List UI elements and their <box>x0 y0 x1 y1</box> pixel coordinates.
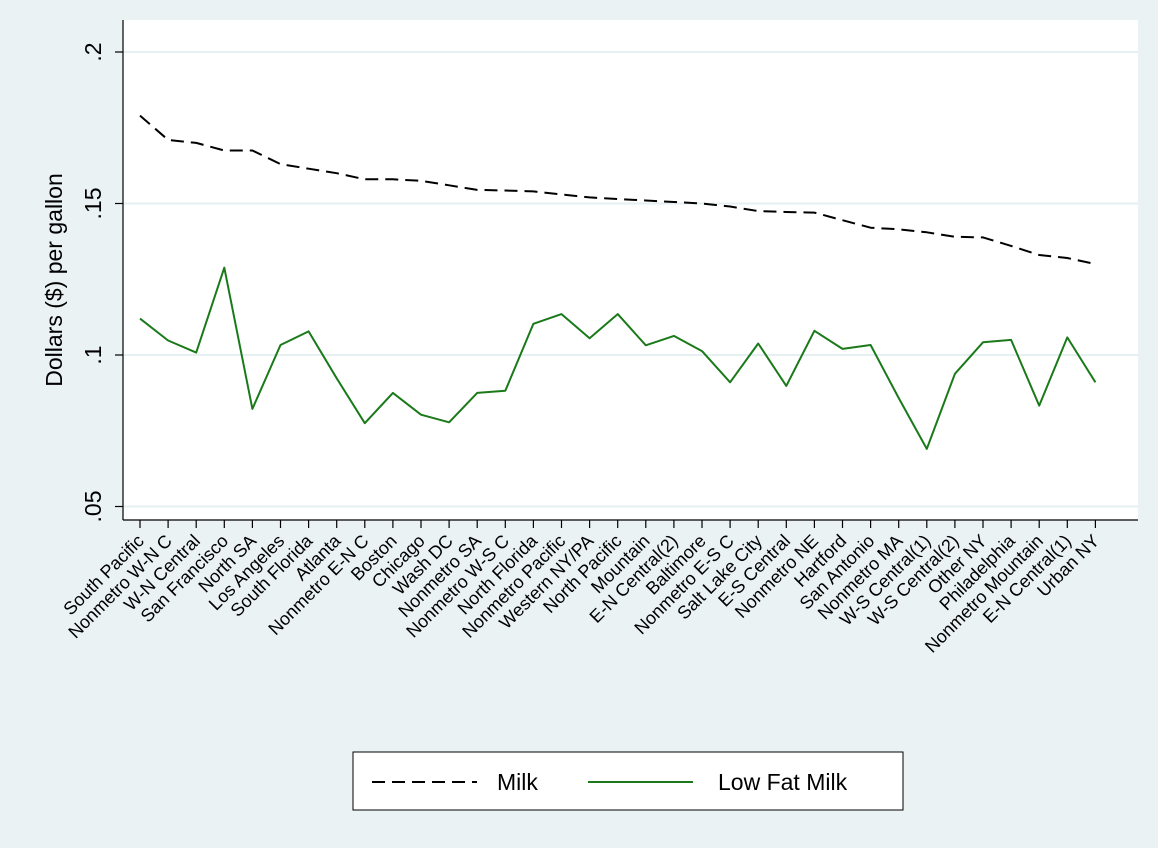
y-axis-label: Dollars ($) per gallon <box>41 173 67 386</box>
legend: Milk Low Fat Milk <box>352 751 904 811</box>
y-tick-label: .2 <box>80 42 106 61</box>
series-layer <box>139 114 1097 450</box>
series-line-low-fat-milk <box>139 266 1097 450</box>
gridlines <box>123 51 1138 508</box>
y-tick-label: .05 <box>80 491 106 523</box>
series-line-milk <box>139 114 1096 266</box>
y-tick-label: .1 <box>80 345 106 364</box>
legend-label-milk: Milk <box>497 769 538 795</box>
y-tick-label: .15 <box>80 188 106 220</box>
legend-label-low-fat-milk: Low Fat Milk <box>718 769 848 795</box>
plot-area <box>123 20 1138 520</box>
